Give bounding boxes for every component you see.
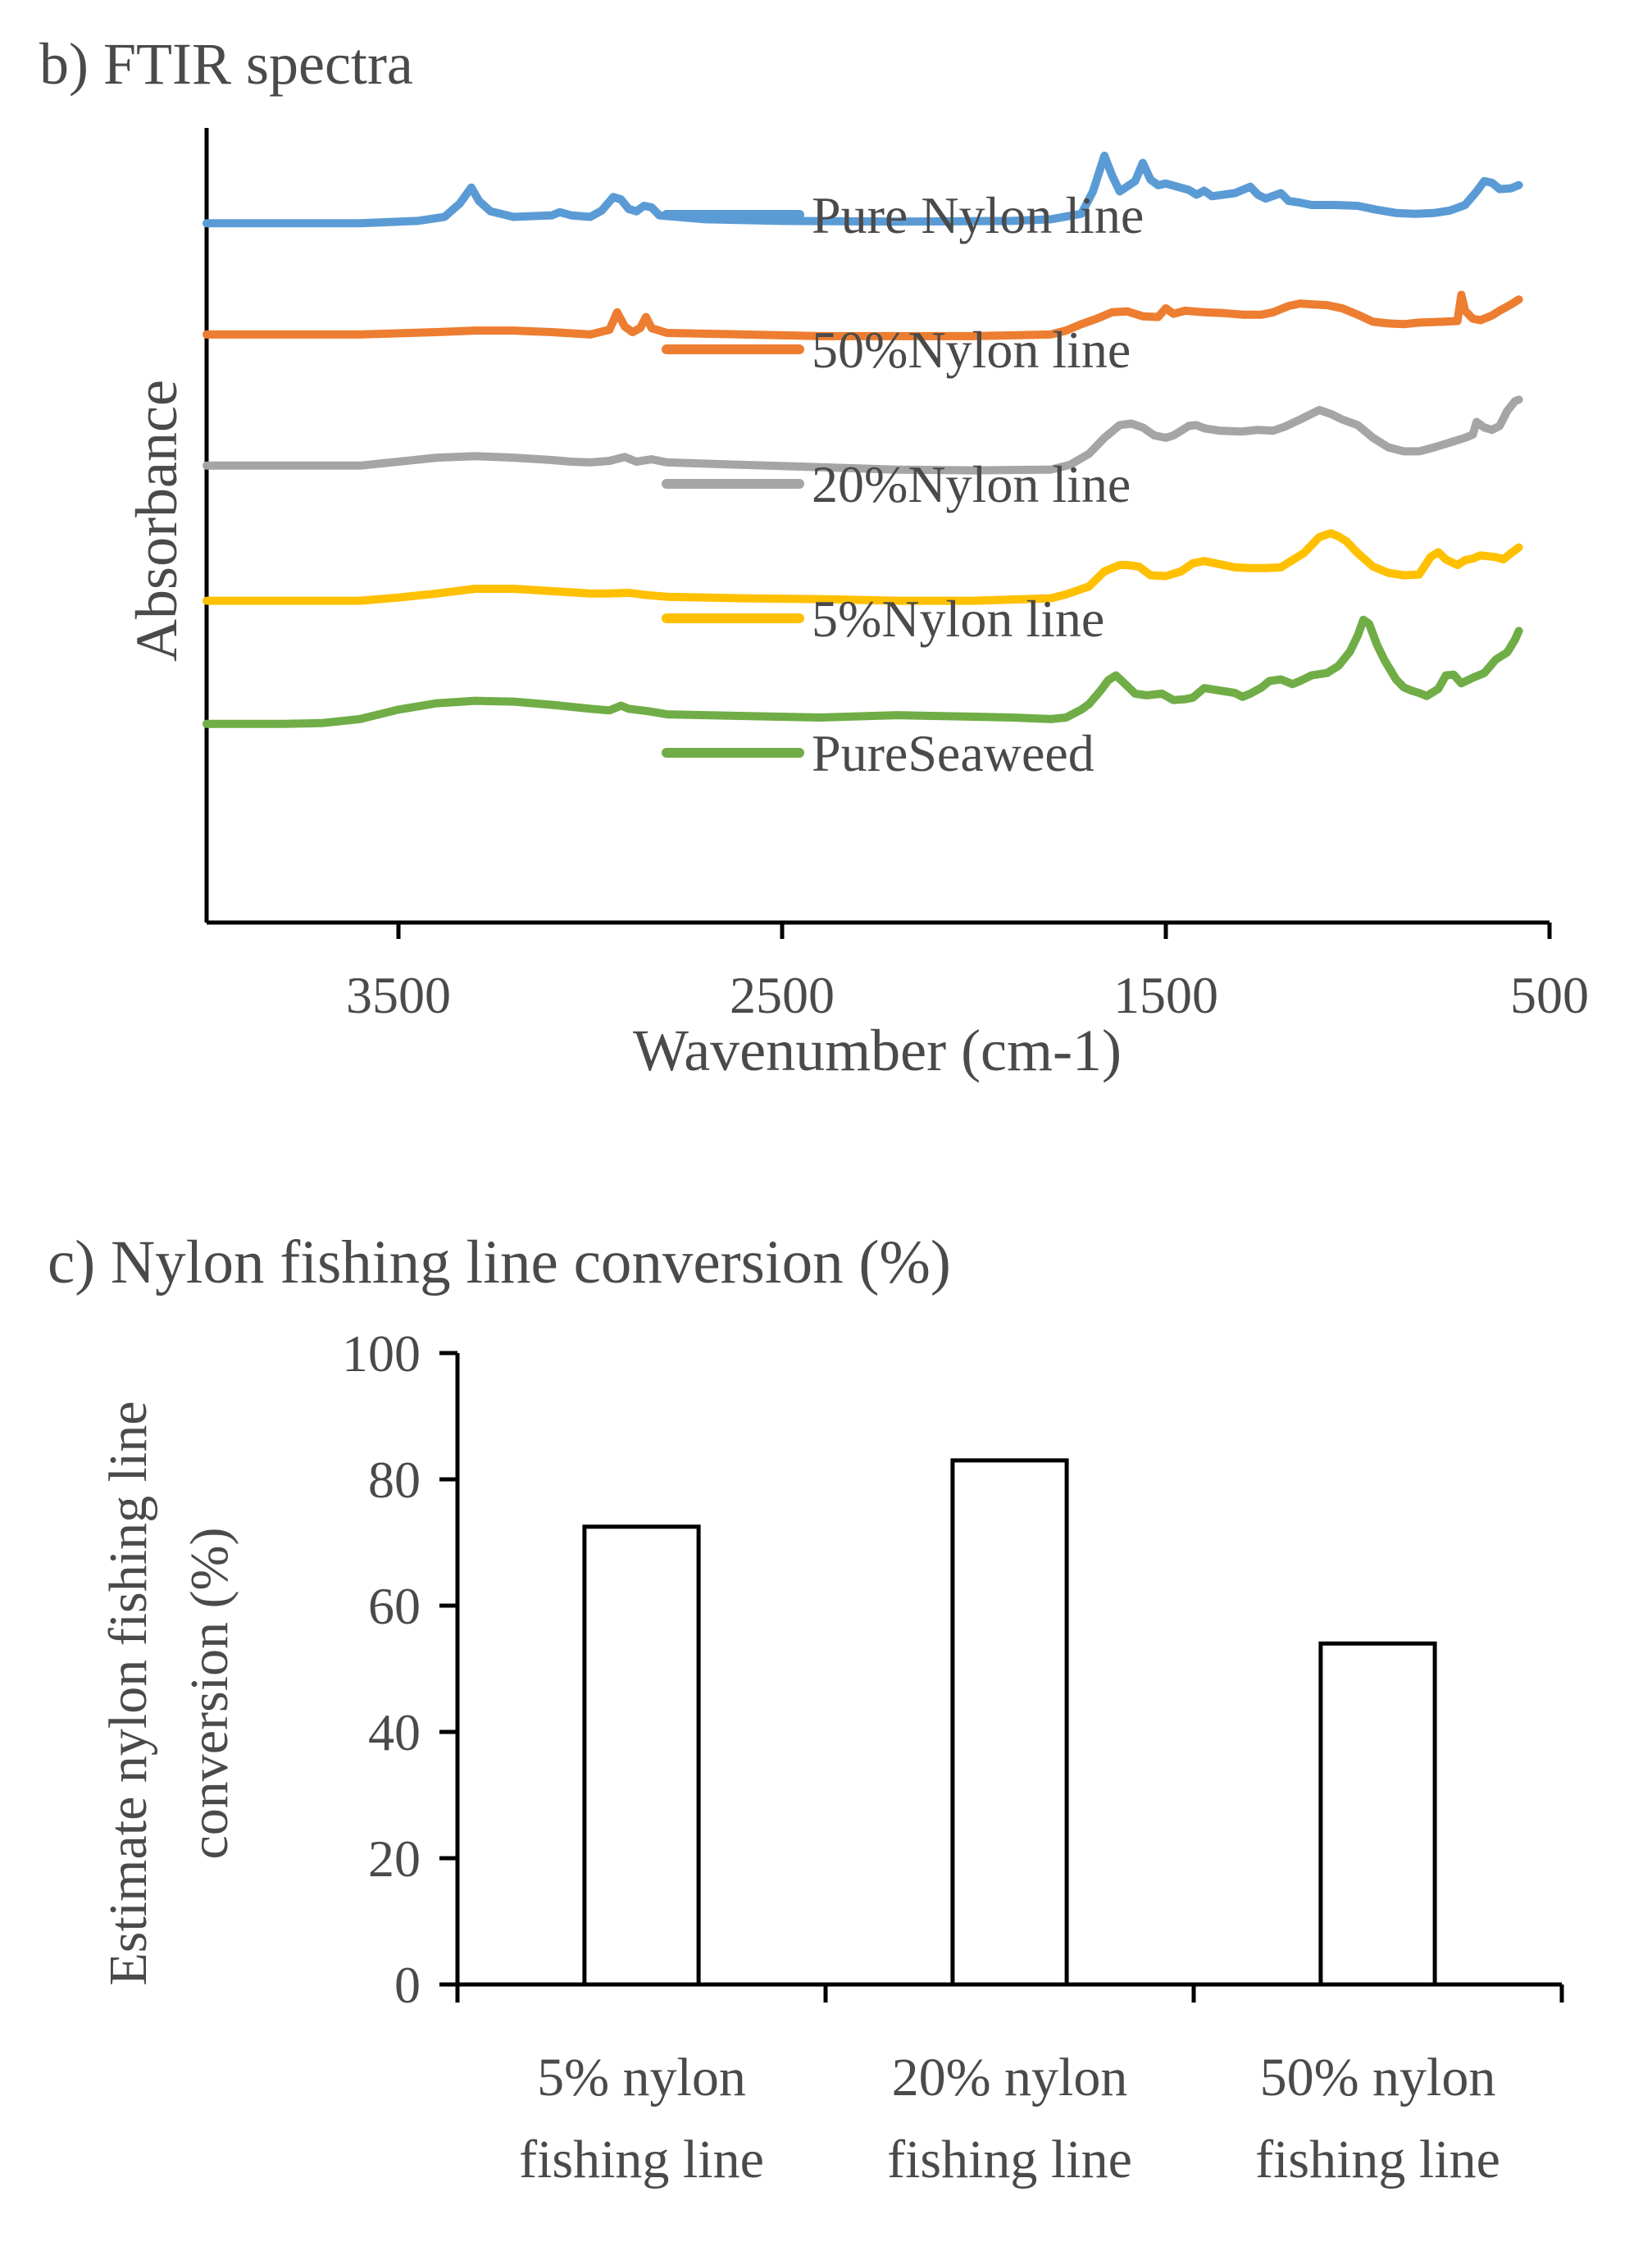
conversion-y-tick-label: 80 <box>368 1451 421 1509</box>
ftir-x-tick-label: 2500 <box>730 966 835 1024</box>
conversion-category-label: 5% nylon <box>537 2048 746 2107</box>
conversion-category-label: 20% nylon <box>892 2048 1128 2107</box>
ftir-legend-label: 20%Nylon line <box>812 455 1131 513</box>
conversion-y-tick-label: 40 <box>368 1703 421 1761</box>
ftir-series-line <box>203 151 1523 228</box>
conversion-category-label: fishing line <box>1255 2130 1500 2189</box>
conversion-bar <box>582 1524 701 1987</box>
ftir-series-line <box>203 290 1523 340</box>
ftir-series-line <box>203 529 1523 605</box>
conversion-y-label-line1: Estimate nylon fishing line <box>98 1401 158 1985</box>
conversion-y-tick-label: 0 <box>394 1956 421 2014</box>
ftir-x-tick-label: 500 <box>1510 966 1589 1024</box>
conversion-y-tick-label: 20 <box>368 1830 421 1888</box>
conversion-category-label: 50% nylon <box>1260 2048 1496 2107</box>
ftir-title: b) FTIR spectra <box>39 31 413 97</box>
conversion-x-ticks <box>455 1984 1564 2003</box>
ftir-x-tick-label: 1500 <box>1113 966 1218 1024</box>
ftir-legend-label: PureSeaweed <box>812 724 1095 782</box>
ftir-y-label: Absorbance <box>124 380 189 662</box>
ftir-series-line <box>203 395 1523 475</box>
ftir-series-lines <box>203 151 1523 728</box>
conversion-category-label: fishing line <box>887 2130 1132 2189</box>
ftir-legend-label: 5%Nylon line <box>812 590 1104 648</box>
ftir-legend-label: 50%Nylon line <box>812 321 1131 379</box>
conversion-y-tick-label: 60 <box>368 1577 421 1635</box>
conversion-title: c) Nylon fishing line conversion (%) <box>48 1228 951 1296</box>
ftir-legend: Pure Nylon line 50%Nylon line 20%Nylon lin… <box>662 186 1144 782</box>
conversion-bars <box>582 1458 1437 1987</box>
conversion-category-label: fishing line <box>519 2130 764 2189</box>
conversion-panel: c) Nylon fishing line conversion (%) Est… <box>48 1228 1564 2189</box>
ftir-x-tick-label: 3500 <box>346 966 451 1024</box>
ftir-legend-label: Pure Nylon line <box>812 186 1144 244</box>
conversion-bar <box>1318 1641 1437 1987</box>
conversion-category-labels: 5% nylon fishing line 20% nylon fishing lin… <box>519 2048 1500 2189</box>
ftir-x-label: Wavenumber (cm-1) <box>633 1018 1122 1083</box>
ftir-panel: b) FTIR spectra Absorbance 3500 2500 1500 5… <box>39 31 1589 1083</box>
ftir-x-ticks: 3500 2500 1500 500 <box>346 923 1589 1024</box>
conversion-y-label-line2: conversion (%) <box>180 1527 239 1859</box>
ftir-series-line <box>203 615 1523 728</box>
conversion-bar <box>950 1458 1069 1987</box>
conversion-y-tick-label: 100 <box>342 1324 421 1383</box>
conversion-y-ticks: 0 20 40 60 80 100 <box>342 1324 457 2014</box>
